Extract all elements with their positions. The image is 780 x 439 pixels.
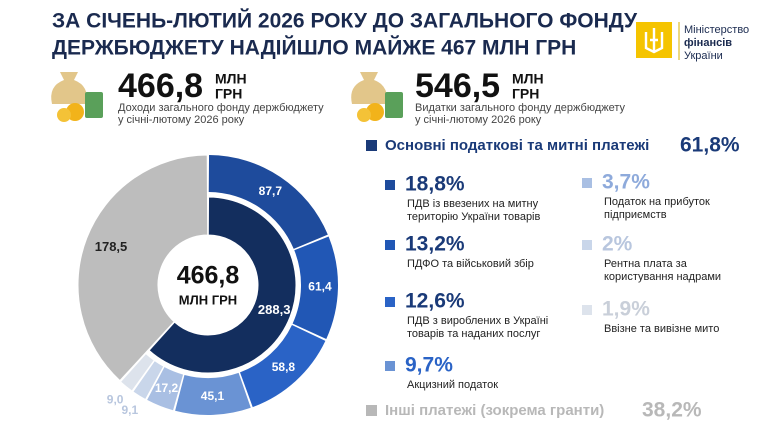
donut-label: 9,0 [107,392,124,406]
donut-label: 61,4 [308,280,332,294]
legend-square [366,140,377,151]
legend-square [582,305,592,315]
coin [57,108,71,122]
center-value: 466,8 [177,262,240,290]
legend-label: товарів та наданих послуг [407,328,540,340]
legend-share: 1,9% [602,298,650,321]
donut-label: 178,5 [95,239,128,254]
donut-segment [148,196,297,374]
title: ЗА СІЧЕНЬ-ЛЮТИЙ 2026 РОКУ ДО ЗАГАЛЬНОГО … [52,9,638,33]
stat-unit: МЛН [512,71,544,87]
legend-share: 3,7% [602,171,650,194]
legend-label: ПДВ з вироблених в Україні [407,315,548,327]
logo-emblem [636,22,680,60]
legend-share: 18,8% [405,173,465,196]
bag [351,72,387,104]
donut-segment [175,372,251,415]
legend-share: 13,2% [405,233,465,256]
legend-square [582,178,592,188]
legend-square [385,297,395,307]
donut-segment [133,361,164,399]
legend-square [385,361,395,371]
donut-segment [239,324,326,408]
donut-label: 45,1 [201,389,225,403]
legend-label: Рентна плата за [604,258,688,270]
legend-square [385,180,395,190]
stat-description: Видатки загального фонду держбюджету [415,102,626,114]
donut-segment [147,367,184,411]
bills [385,92,403,118]
stat-description: Доходи загального фонду держбюджету [118,102,324,114]
stat-unit: ГРН [512,86,539,102]
legend-square [385,240,395,250]
title: ДЕРЖБЮДЖЕТУ НАДІЙШЛО МАЙЖЕ 467 МЛН ГРН [52,36,576,60]
legend-square [366,405,377,416]
stat-unit: МЛН [215,71,247,87]
donut-label: 17,2 [155,381,179,395]
legend-share: 61,8% [680,134,740,157]
legend-square [582,240,592,250]
logo-text: України [684,50,723,62]
legend-share: 2% [602,233,633,256]
donut-center [159,236,257,334]
logo-text: фінансів [684,37,732,49]
legend-label: Податок на прибуток [604,196,710,208]
donut-label: 87,7 [259,184,283,198]
stat-description: у січні-лютому 2026 року [415,114,542,126]
legend-share: 38,2% [642,399,702,422]
donut-label: 9,1 [121,403,138,417]
legend-share: 9,7% [405,354,453,377]
donut-segment [121,354,154,391]
money-icon [51,72,103,122]
stat-description: у січні-лютому 2026 року [118,114,245,126]
legend-label: користування надрами [604,271,721,283]
legend-label: Акцизний податок [407,379,498,391]
money-icon [351,72,403,122]
bills [85,92,103,118]
stat-value: 546,5 [415,67,500,105]
stat-unit: ГРН [215,86,242,102]
donut-segment [77,154,209,382]
logo-text: Міністерство [684,24,749,36]
legend-label: підприємств [604,209,667,221]
center-unit: МЛН ГРН [179,292,237,307]
legend-label: Ввізне та вивізне мито [604,323,719,335]
donut-label: 58,8 [272,360,296,374]
donut-segment [292,236,338,339]
donut-segment [208,155,328,249]
legend-label: ПДВ із ввезених на митну [407,198,539,210]
legend-label: територію України товарів [407,211,540,223]
legend-label: ПДФО та військовий збір [407,258,534,270]
stat-value: 466,8 [118,67,203,105]
legend-share: 12,6% [405,290,465,313]
legend-heading: Основні податкові та митні платежі [385,137,649,154]
legend-heading: Інші платежі (зокрема гранти) [385,402,604,419]
coin [357,108,371,122]
logo-trident [644,28,664,54]
donut-label: 288,3 [258,302,291,317]
bag [51,72,87,104]
